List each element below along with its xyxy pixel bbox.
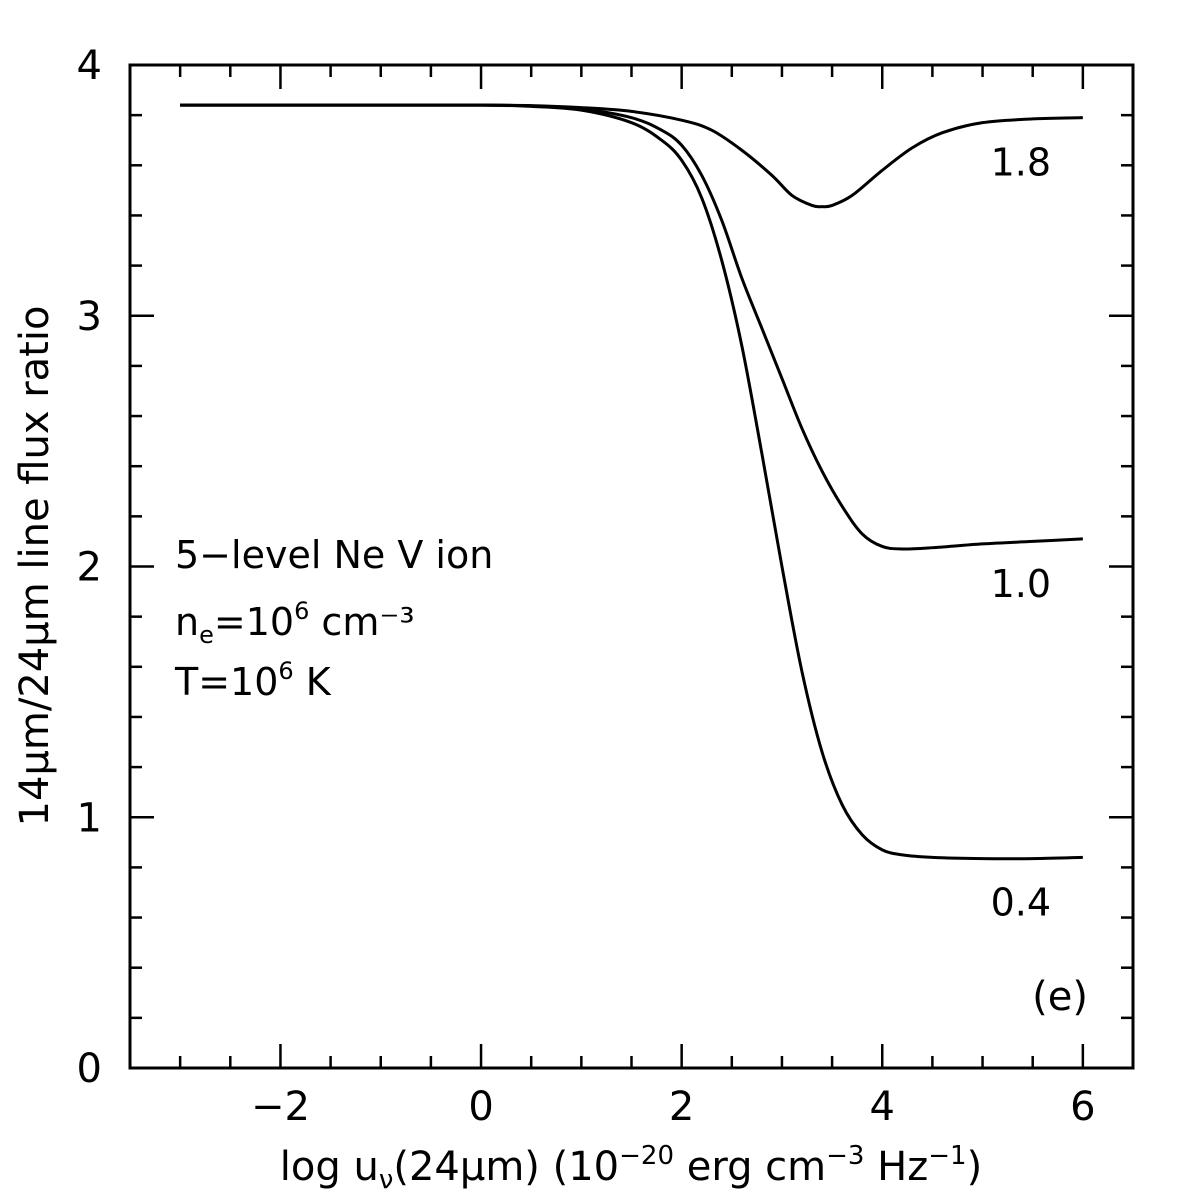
y-tick-label: 4	[77, 43, 102, 89]
y-tick-label: 0	[77, 1046, 102, 1092]
x-tick-label: −2	[251, 1084, 310, 1130]
series-line-1-0	[180, 103, 1083, 551]
series-label-1-8: 1.8	[991, 141, 1051, 185]
series-label-0-4: 0.4	[991, 880, 1051, 924]
x-tick-label: 2	[669, 1084, 694, 1130]
tick-labels: −2 0 2 4 6 0 1 2 3 4	[77, 43, 1096, 1130]
data-curves	[180, 103, 1083, 861]
x-tick-label: 6	[1070, 1084, 1095, 1130]
annotation-density: ne=106 cm⁻³	[175, 597, 415, 649]
y-tick-label: 2	[77, 545, 102, 591]
series-label-1-0: 1.0	[991, 562, 1051, 606]
y-tick-label: 3	[77, 294, 102, 340]
x-axis-title: log uν(24μm) (10−20 erg cm−3 Hz−1)	[280, 1141, 982, 1195]
y-axis-title: 14μm/24μm line flux ratio	[12, 306, 58, 827]
y-tick-label: 1	[77, 795, 102, 841]
x-tick-label: 4	[870, 1084, 895, 1130]
x-tick-label: 0	[468, 1084, 493, 1130]
curve-labels: 1.8 1.0 0.4	[991, 141, 1051, 925]
axis-ticks	[128, 63, 1135, 1070]
panel-label: (e)	[1032, 974, 1088, 1020]
annotation-ion: 5−level Ne V ion	[175, 533, 493, 577]
series-line-0-4	[180, 103, 1083, 861]
annotation-temperature: T=106 K	[174, 657, 332, 704]
series-line-1-8	[180, 103, 1083, 209]
